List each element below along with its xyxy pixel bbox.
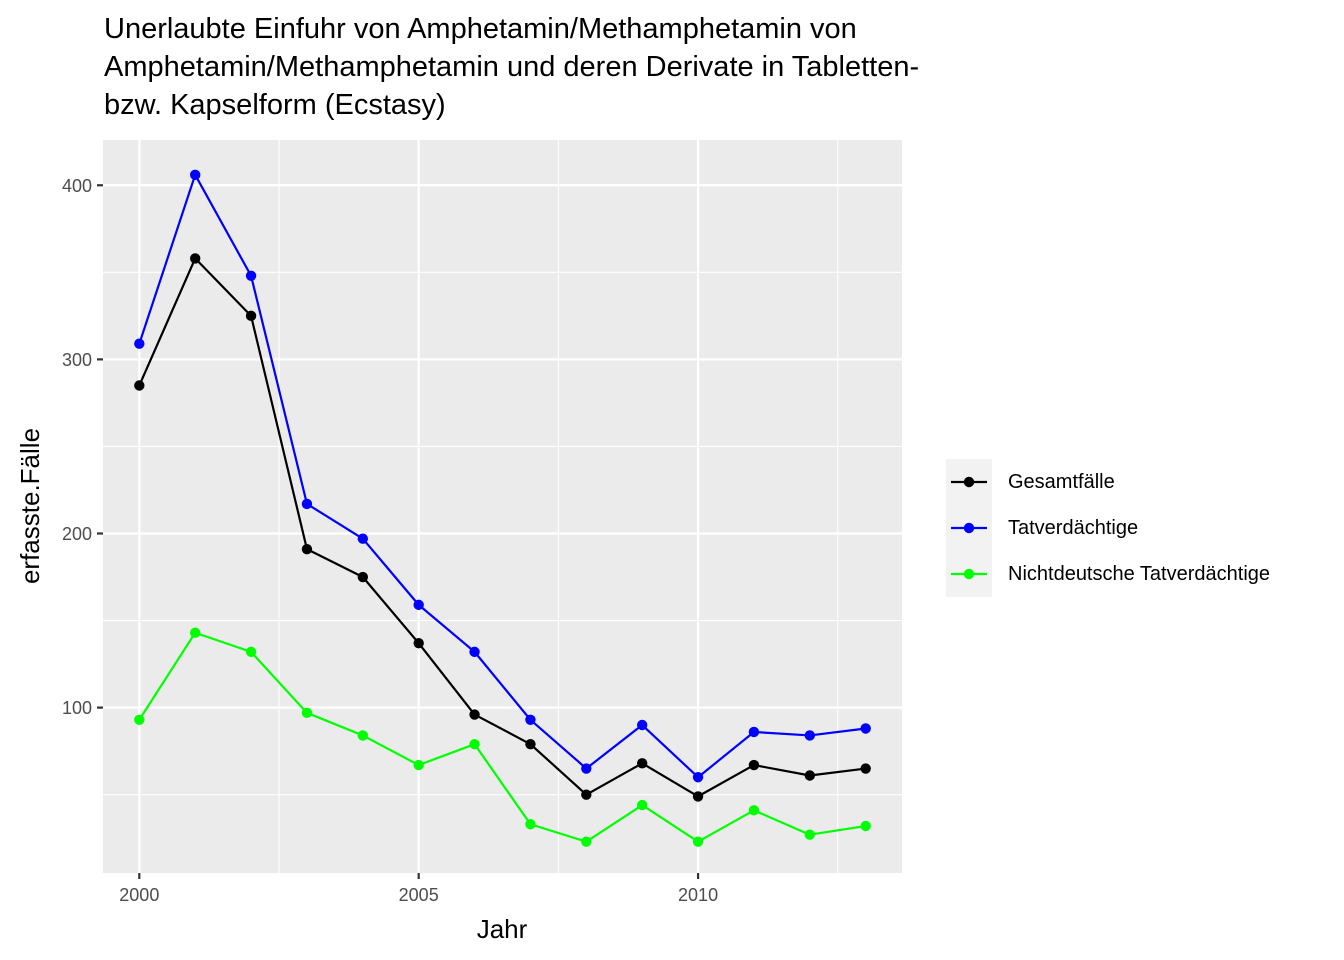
data-point (301, 707, 313, 719)
data-point (301, 543, 313, 555)
plot-panel (103, 140, 902, 873)
data-point (469, 709, 480, 720)
data-point (860, 763, 871, 774)
data-point (469, 646, 480, 658)
data-point (301, 498, 313, 510)
data-point (134, 338, 145, 349)
axis-ticks (97, 184, 700, 879)
series-line-2 (138, 631, 866, 843)
chart-title-line-3: bzw. Kapselform (Ecstasy) (104, 89, 446, 121)
legend-key-tatverdaechtige (951, 522, 987, 534)
data-point (636, 758, 648, 769)
data-point (413, 637, 424, 649)
data-point (692, 836, 704, 847)
x-tick-label: 2010 (678, 885, 718, 905)
data-point (748, 805, 760, 816)
data-point (748, 759, 760, 771)
legend-item-gesamtfaelle: Gesamtfälle (946, 459, 1290, 505)
legend-label-gesamtfaelle: Gesamtfälle (1008, 471, 1115, 493)
legend-label-tatverdaechtige: Tatverdächtige (1008, 517, 1139, 539)
chart-title-line-1: Unerlaubte Einfuhr von Amphetamin/Metham… (104, 13, 857, 45)
data-point (860, 820, 871, 832)
data-point (525, 819, 536, 830)
data-point (134, 380, 145, 391)
data-point (804, 829, 816, 840)
major-gridlines (103, 140, 902, 873)
series-line-1 (138, 173, 866, 779)
data-point (581, 789, 592, 800)
minor-gridlines (103, 140, 902, 873)
x-axis-title: Jahr (477, 914, 528, 944)
data-point (189, 169, 201, 181)
data-point (804, 730, 816, 741)
data-point (245, 646, 257, 658)
legend-label-nichtdeutsche-tatverdaechtige: Nichtdeutsche Tatverdächtige (1008, 563, 1271, 585)
chart-title: Unerlaubte Einfuhr von Amphetamin/Metham… (104, 10, 919, 124)
y-tick-label: 200 (62, 524, 92, 544)
y-tick-label: 100 (62, 698, 92, 718)
legend: Gesamtfälle Tatverdächtige Nichtdeutsche… (946, 459, 1290, 597)
data-point (357, 533, 369, 544)
data-point (245, 310, 257, 322)
chart-title-line-2: Amphetamin/Methamphetamin und deren Deri… (104, 51, 920, 83)
data-point (636, 719, 648, 731)
x-tick-label: 2005 (399, 885, 439, 905)
axis-tick-labels: 2000 2005 2010 100 200 300 400 (62, 176, 718, 905)
data-point (748, 726, 760, 738)
data-point (189, 253, 201, 264)
data-point (692, 791, 704, 802)
legend-key-nichtdeutsche-tatverdaechtige (951, 568, 987, 580)
legend-item-tatverdaechtige: Tatverdächtige (946, 505, 1290, 551)
data-point (189, 627, 201, 638)
data-point (692, 772, 704, 783)
data-point (525, 714, 536, 725)
data-point (581, 836, 592, 847)
data-point (357, 730, 369, 741)
y-axis-title: erfasste.Fälle (15, 428, 45, 584)
data-point (245, 270, 257, 282)
series-line-0 (138, 257, 866, 798)
data-point (581, 763, 592, 774)
data-point (469, 738, 480, 750)
series-layer (134, 169, 871, 847)
legend-item-nichtdeutsche-tatverdaechtige: Nichtdeutsche Tatverdächtige (946, 551, 1290, 597)
y-tick-label: 400 (62, 176, 92, 196)
data-point (413, 759, 424, 771)
legend-key-gesamtfaelle (951, 476, 987, 488)
y-tick-label: 300 (62, 350, 92, 370)
x-tick-label: 2000 (119, 885, 159, 905)
data-point (860, 723, 871, 734)
data-point (804, 770, 816, 781)
data-point (413, 599, 424, 611)
data-point (134, 714, 145, 725)
data-point (636, 799, 648, 811)
data-point (357, 571, 369, 583)
data-point (525, 738, 536, 750)
